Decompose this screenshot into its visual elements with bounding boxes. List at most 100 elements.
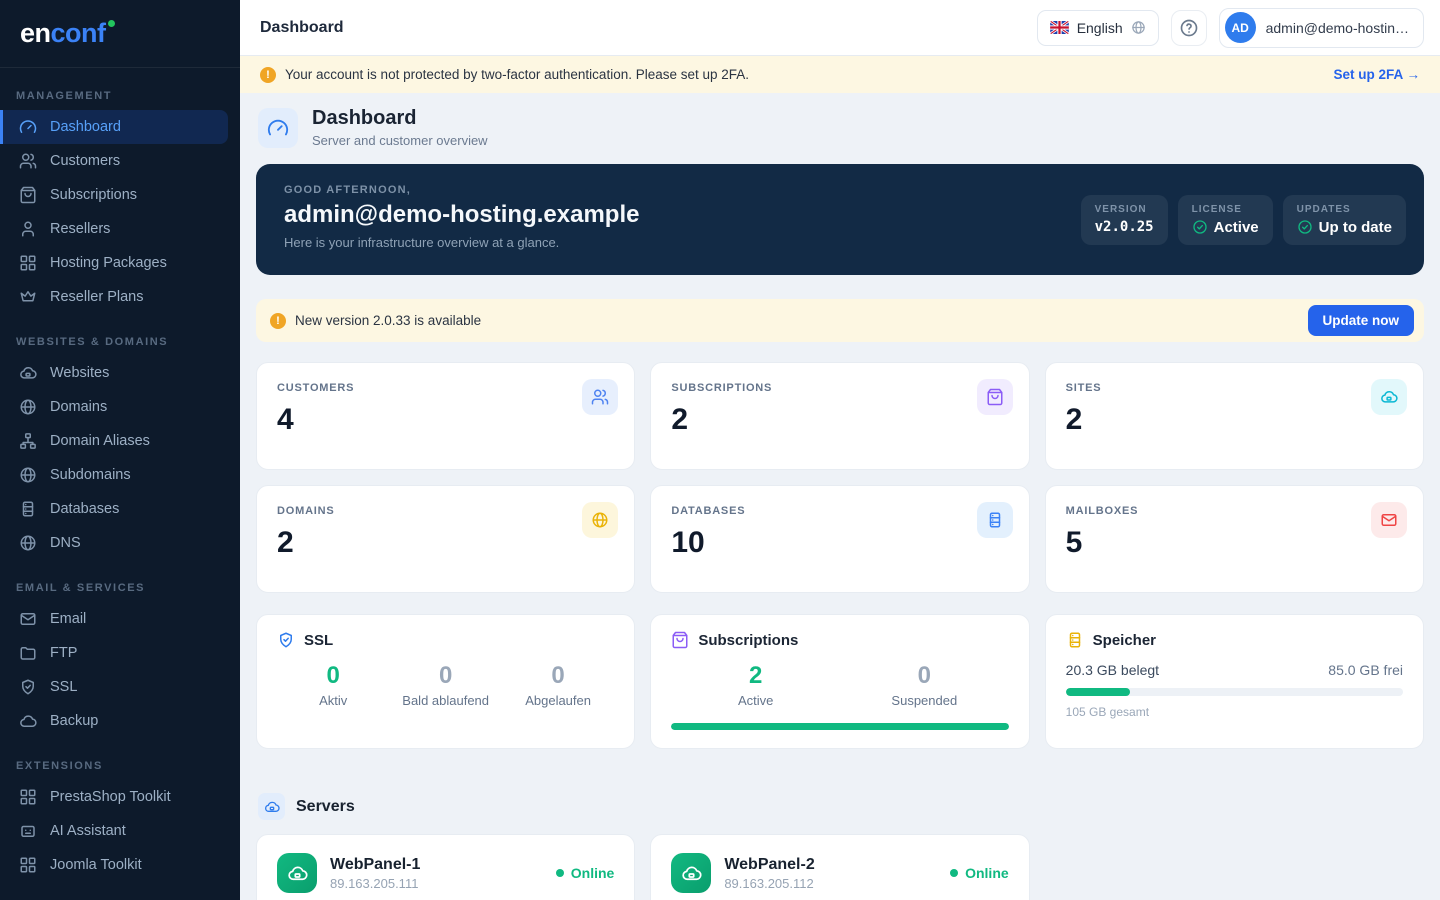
sidebar-item-label: Databases — [50, 501, 120, 517]
grid-icon — [19, 856, 37, 874]
sidebar-item-domains[interactable]: Domains — [0, 390, 228, 424]
info-cards-row: SSL 0 Aktiv 0 Bald ablaufend 0 Abgelaufen S… — [256, 614, 1424, 749]
sidebar-item-label: Subdomains — [50, 467, 131, 483]
folder-icon — [19, 644, 37, 662]
warning-icon: ! — [260, 66, 276, 83]
globe-icon — [591, 511, 609, 529]
brand-suffix: conf — [50, 18, 107, 48]
sidebar-item-prestashop-toolkit[interactable]: PrestaShop Toolkit — [0, 780, 228, 814]
servers-icon-badge — [258, 793, 285, 820]
language-selector[interactable]: English — [1036, 9, 1159, 46]
ssl-expired-count: 0 — [551, 662, 565, 689]
update-now-button[interactable]: Update now — [1307, 305, 1414, 336]
sidebar-item-label: DNS — [50, 535, 81, 551]
sidebar-section-extensions: EXTENSIONS — [16, 760, 103, 772]
ssl-expiring-count: 0 — [438, 662, 453, 689]
sidebar-item-subscriptions[interactable]: Subscriptions — [0, 178, 228, 212]
two-factor-message: Your account is not protected by two-fac… — [285, 67, 750, 82]
sidebar-item-reseller-plans[interactable]: Reseller Plans — [0, 280, 228, 314]
sidebar-section-management: MANAGEMENT — [16, 90, 113, 102]
user-menu[interactable]: AD admin@demo-hostin… — [1218, 7, 1424, 48]
database-icon — [19, 500, 37, 518]
sidebar-item-email[interactable]: Email — [0, 602, 228, 636]
stat-icon-badge — [1371, 502, 1407, 538]
online-status-dot — [950, 869, 959, 877]
sidebar-item-label: Joomla Toolkit — [50, 857, 142, 873]
sidebar-item-label: FTP — [50, 645, 78, 661]
sidebar-item-databases[interactable]: Databases — [0, 492, 228, 526]
server-card-webpanel-2[interactable]: WebPanel-2 89.163.205.112 Online web mai… — [650, 834, 1030, 900]
bag-icon — [19, 186, 37, 204]
database-icon — [1066, 631, 1084, 649]
servers-section-title: Servers — [296, 797, 355, 815]
check-circle-icon — [1297, 219, 1313, 235]
bag-icon — [671, 631, 689, 649]
server-status-label: Online — [570, 865, 615, 881]
brand-dot — [107, 20, 115, 27]
check-circle-icon — [1192, 219, 1208, 235]
storage-free-label: 85.0 GB frei — [1328, 662, 1403, 678]
stat-icon-badge — [1371, 379, 1407, 415]
sidebar: enconf MANAGEMENT Dashboard Customers Su… — [0, 0, 240, 900]
update-message: New version 2.0.33 is available — [295, 313, 482, 328]
sidebar-item-ftp[interactable]: FTP — [0, 636, 228, 670]
topbar: Dashboard English AD admin@demo-hostin… — [240, 0, 1440, 56]
sidebar-item-dns[interactable]: DNS — [0, 526, 228, 560]
hero-greeting: GOOD AFTERNOON, — [284, 184, 411, 196]
ssl-active-count: 0 — [326, 662, 340, 689]
sidebar-item-subdomains[interactable]: Subdomains — [0, 458, 228, 492]
setup-2fa-link[interactable]: Set up 2FA → — [1333, 67, 1420, 82]
sidebar-item-ai-assistant[interactable]: AI Assistant — [0, 814, 228, 848]
storage-used-label: 20.3 GB belegt — [1065, 662, 1160, 678]
subscriptions-card-title: Subscriptions — [698, 631, 799, 649]
users-icon — [591, 388, 609, 406]
subscriptions-card: Subscriptions 2 Active 0 Suspended — [650, 614, 1030, 749]
stat-icon-badge — [582, 379, 619, 415]
sidebar-item-label: Backup — [50, 713, 99, 729]
cloud-server-icon — [264, 799, 280, 815]
sitemap-icon — [19, 432, 37, 450]
online-status-dot — [555, 869, 564, 877]
servers-grid: WebPanel-1 89.163.205.111 Online standal… — [256, 834, 1424, 900]
grid-icon — [19, 254, 37, 272]
stat-value: 2 — [1065, 403, 1083, 436]
welcome-hero-card: GOOD AFTERNOON, admin@demo-hosting.examp… — [256, 164, 1424, 275]
stat-label: SITES — [1065, 382, 1102, 394]
page-header-icon-badge — [258, 107, 298, 148]
storage-progress-track — [1065, 688, 1403, 696]
stat-label: MAILBOXES — [1065, 505, 1139, 517]
updates-chip-label: UPDATES — [1296, 203, 1351, 215]
stat-value: 2 — [671, 403, 689, 436]
sidebar-item-joomla-toolkit[interactable]: Joomla Toolkit — [0, 848, 228, 882]
server-name: WebPanel-1 — [330, 855, 421, 873]
sidebar-item-domain-aliases[interactable]: Domain Aliases — [0, 424, 228, 458]
cloud-server-icon — [287, 863, 308, 884]
sidebar-item-hosting-packages[interactable]: Hosting Packages — [0, 246, 228, 280]
sidebar-divider — [0, 67, 240, 68]
sidebar-item-dashboard[interactable]: Dashboard — [0, 110, 228, 144]
license-chip: LICENSE Active — [1177, 194, 1273, 245]
bot-icon — [19, 822, 37, 840]
main-content: Dashboard Server and customer overview G… — [240, 93, 1440, 900]
help-button[interactable] — [1170, 9, 1207, 46]
sidebar-item-websites[interactable]: Websites — [0, 356, 228, 390]
sidebar-item-resellers[interactable]: Resellers — [0, 212, 228, 246]
server-ip: 89.163.205.112 — [724, 875, 814, 891]
sidebar-item-customers[interactable]: Customers — [0, 144, 228, 178]
stat-card-customers: CUSTOMERS 4 — [256, 362, 636, 470]
server-status: Online — [950, 865, 1009, 881]
stat-value: 10 — [671, 526, 705, 559]
stat-icon-badge — [976, 379, 1013, 415]
stat-label: DOMAINS — [277, 505, 335, 517]
sidebar-item-backup[interactable]: Backup — [0, 704, 228, 738]
stats-grid: CUSTOMERS 4 SUBSCRIPTIONS 2 SITES 2 DOMA… — [256, 362, 1424, 593]
gauge-icon — [267, 117, 289, 139]
sidebar-item-label: Email — [50, 611, 87, 627]
server-card-webpanel-1[interactable]: WebPanel-1 89.163.205.111 Online standal… — [256, 834, 636, 900]
hero-subtitle: Here is your infrastructure overview at … — [284, 235, 560, 250]
storage-total-label: 105 GB gesamt — [1065, 705, 1150, 719]
sidebar-item-ssl[interactable]: SSL — [0, 670, 228, 704]
bag-icon — [986, 388, 1004, 406]
ssl-card: SSL 0 Aktiv 0 Bald ablaufend 0 Abgelaufen — [256, 614, 636, 749]
mail-icon — [19, 610, 37, 628]
